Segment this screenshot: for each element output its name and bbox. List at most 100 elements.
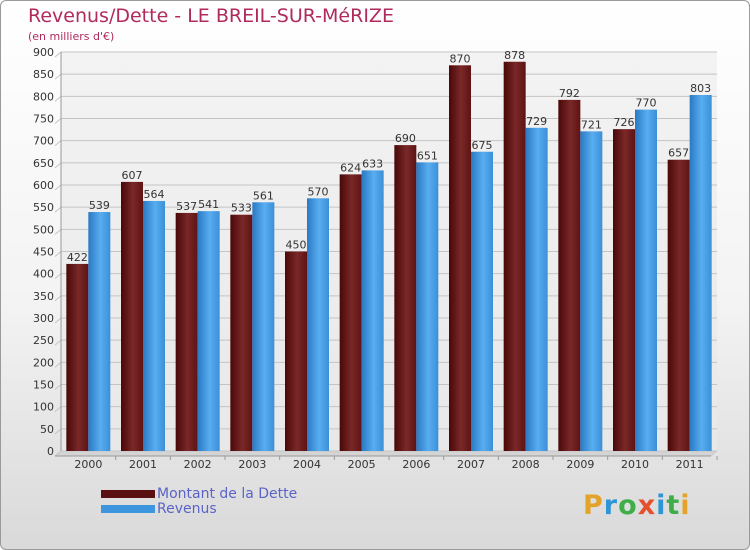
x-tick-label: 2003 (238, 458, 266, 471)
bar-revenus (88, 212, 111, 451)
bar-revenus (197, 211, 220, 451)
y-tick-label: 400 (33, 268, 54, 281)
x-tick-label: 2010 (621, 458, 649, 471)
x-tick-label: 2009 (566, 458, 594, 471)
gridline-slant (54, 206, 62, 213)
data-label-revenus: 721 (581, 118, 602, 131)
data-label-revenus: 803 (690, 82, 711, 95)
bar-revenus (143, 200, 165, 451)
legend-swatch-dette (101, 490, 155, 498)
y-tick-label: 700 (33, 135, 54, 148)
bar-dette (667, 159, 690, 452)
chart-subtitle: (en milliers d'€) (28, 30, 115, 43)
x-tick-label: 2008 (512, 458, 540, 471)
bar-revenus (416, 162, 439, 451)
data-label-revenus: 770 (636, 97, 657, 110)
x-tick-label: 2002 (184, 458, 212, 471)
gridline-slant (54, 51, 62, 58)
y-tick-label: 550 (33, 201, 54, 214)
gridline-slant (54, 428, 62, 435)
y-tick-label: 850 (33, 68, 54, 81)
y-tick-label: 900 (33, 46, 54, 59)
bar-revenus (471, 151, 493, 451)
y-tick-label: 100 (33, 401, 54, 414)
y-tick-label: 200 (33, 356, 54, 369)
gridline-slant (54, 317, 62, 324)
bar-dette (66, 263, 89, 451)
y-tick-label: 750 (33, 113, 54, 126)
gridline-slant (54, 162, 62, 169)
gridline-slant (54, 339, 62, 346)
data-label-revenus: 570 (308, 185, 329, 198)
data-label-dette: 537 (176, 200, 197, 213)
x-tick-label: 2006 (402, 458, 430, 471)
gridline-slant (54, 73, 62, 80)
data-label-dette: 690 (395, 132, 416, 145)
y-tick-label: 350 (33, 290, 54, 303)
y-tick-label: 0 (47, 445, 54, 458)
x-tick-label: 2004 (293, 458, 321, 471)
gridline-slant (54, 406, 62, 413)
y-tick-label: 500 (33, 223, 54, 236)
x-tick-label: 2000 (74, 458, 102, 471)
plot-floor (54, 450, 718, 457)
data-label-dette: 792 (559, 87, 580, 100)
gridline-slant (54, 95, 62, 102)
y-tick-label: 250 (33, 334, 54, 347)
gridline-slant (54, 140, 62, 147)
bar-dette (230, 214, 253, 451)
legend-swatch-revenus (101, 505, 155, 513)
data-label-revenus: 564 (144, 188, 165, 201)
gridline-slant (54, 228, 62, 235)
bar-dette (613, 129, 635, 451)
data-label-dette: 726 (614, 116, 635, 129)
y-tick-label: 650 (33, 157, 54, 170)
gridline-slant (54, 273, 62, 280)
y-tick-label: 150 (33, 379, 54, 392)
x-tick-label: 2007 (457, 458, 485, 471)
bar-dette (394, 145, 417, 451)
data-label-dette: 450 (286, 239, 307, 252)
data-label-revenus: 633 (362, 157, 383, 170)
bar-dette (339, 174, 362, 452)
bar-dette (285, 251, 307, 451)
bar-revenus (252, 202, 275, 451)
proxiti-logo: Proxiti (583, 490, 691, 521)
gridline-slant (54, 184, 62, 191)
y-tick-label: 800 (33, 90, 54, 103)
y-tick-label: 600 (33, 179, 54, 192)
data-label-dette: 607 (122, 169, 143, 182)
data-label-revenus: 561 (253, 189, 274, 202)
bar-dette (558, 99, 581, 451)
gridline-slant (54, 251, 62, 257)
x-tick-label: 2001 (129, 458, 157, 471)
bar-dette (503, 61, 526, 452)
gridline-slant (54, 118, 62, 124)
bar-dette (175, 212, 198, 451)
y-tick-label: 50 (40, 423, 54, 436)
bar-revenus (307, 198, 329, 451)
data-label-revenus: 539 (89, 199, 110, 212)
data-label-revenus: 675 (472, 139, 493, 152)
bar-revenus (361, 170, 384, 451)
y-tick-label: 300 (33, 312, 54, 325)
bar-revenus (635, 109, 657, 451)
gridline-slant (54, 450, 62, 457)
bar-revenus (580, 131, 603, 451)
gridline-slant (54, 361, 62, 368)
gridline-slant (54, 295, 62, 302)
data-label-revenus: 729 (526, 115, 547, 128)
chart-title: Revenus/Dette - LE BREIL-SUR-MéRIZE (28, 5, 394, 27)
bar-revenus (525, 127, 548, 451)
data-label-dette: 422 (67, 251, 88, 264)
legend-label-dette: Montant de la Dette (157, 486, 298, 502)
data-label-dette: 657 (668, 147, 689, 160)
x-tick-label: 2005 (348, 458, 376, 471)
data-label-dette: 878 (504, 49, 525, 62)
data-label-dette: 870 (450, 52, 471, 65)
data-label-revenus: 541 (198, 198, 219, 211)
x-tick-label: 2011 (676, 458, 704, 471)
gridline-slant (54, 384, 62, 390)
